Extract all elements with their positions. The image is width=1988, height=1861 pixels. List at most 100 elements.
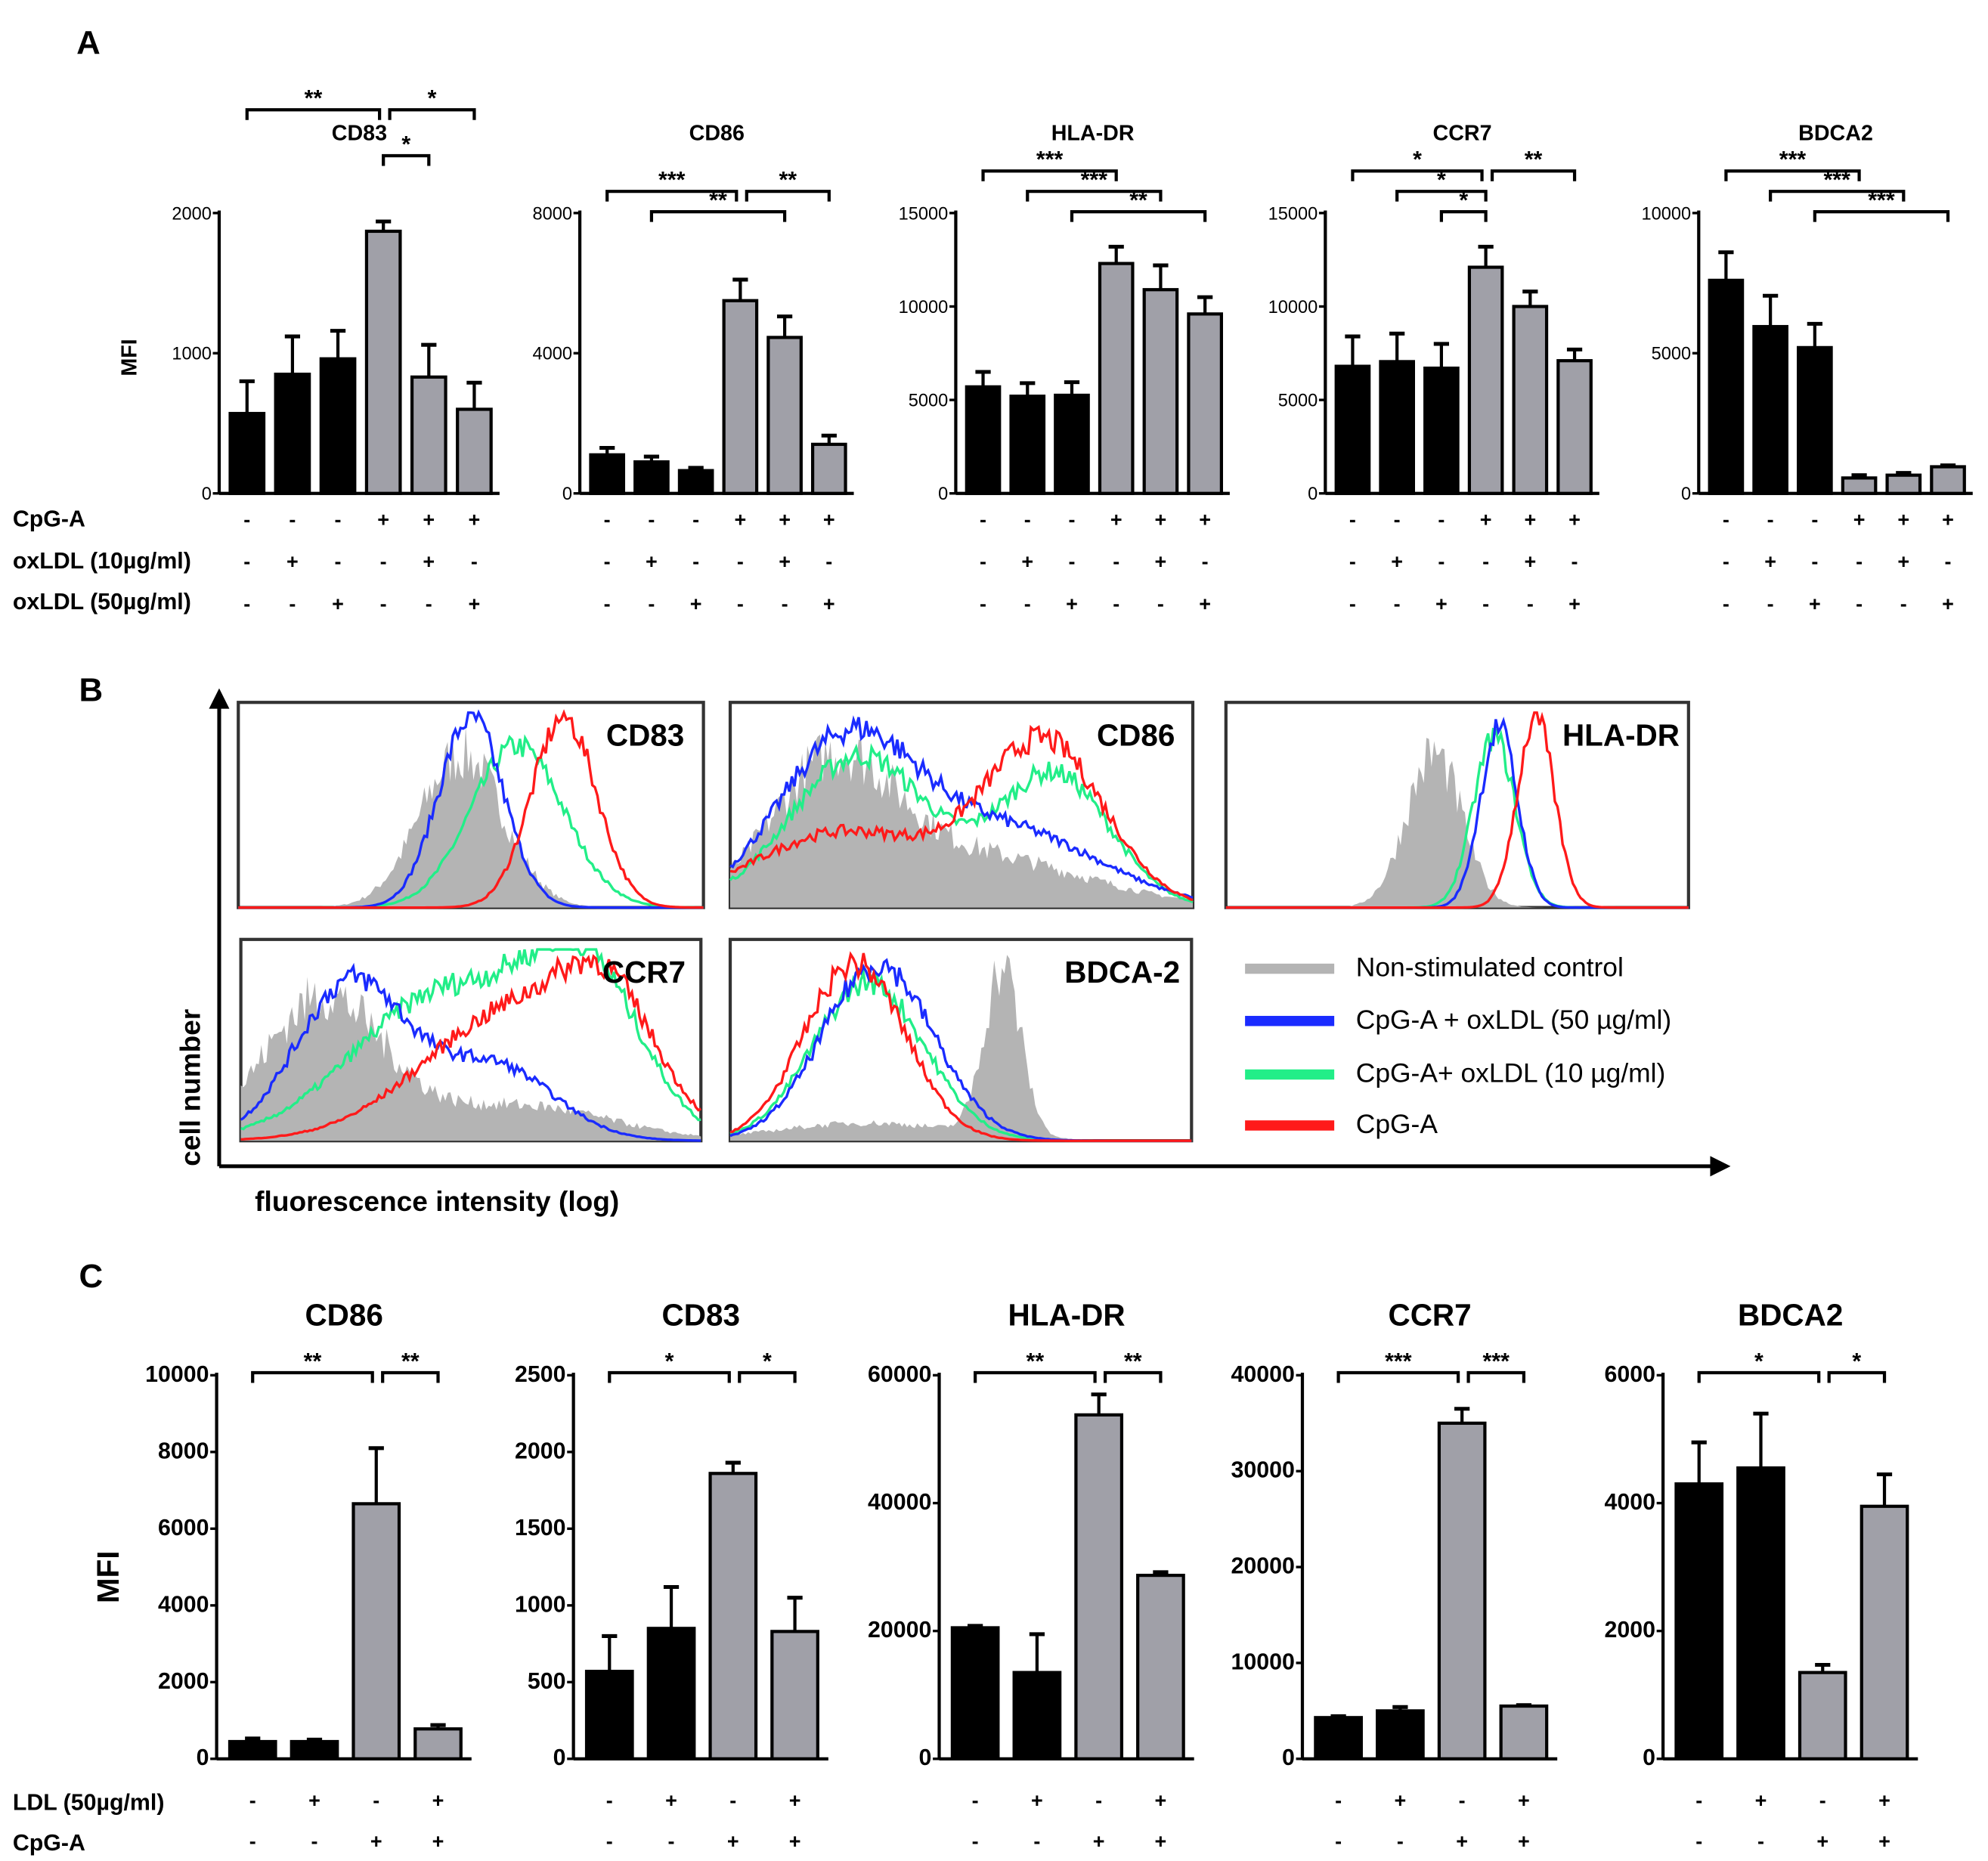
y-tick-label: 4000 xyxy=(1605,1490,1655,1515)
histogram-oxldl10 xyxy=(240,948,701,1131)
significance-label: ** xyxy=(709,188,727,213)
condition-sign: + xyxy=(370,1830,382,1853)
y-tick-label: 0 xyxy=(553,1745,566,1770)
significance-bracket xyxy=(1070,210,1207,222)
condition-sign: - xyxy=(1033,1830,1040,1853)
condition-sign: + xyxy=(1816,1830,1829,1853)
chart-title: CD83 xyxy=(662,1298,740,1333)
condition-sign: - xyxy=(1819,1789,1826,1812)
legend-swatch-control xyxy=(1245,963,1335,974)
condition-sign: - xyxy=(1856,593,1863,615)
condition-sign: - xyxy=(1438,509,1445,531)
condition-sign: - xyxy=(980,593,986,615)
bar xyxy=(1736,1466,1785,1760)
legend-swatch-oxldl50 xyxy=(1245,1015,1335,1026)
legend-label-cpga: CpG-A xyxy=(1356,1109,1438,1139)
bar xyxy=(1376,1709,1425,1760)
y-tick-label: 40000 xyxy=(1231,1362,1295,1387)
bar-chart-cd83: CD83 0 500 1000 1500 2000 2500 - - + - - + + + * * xyxy=(515,1298,828,1853)
x-arrowhead-icon xyxy=(1710,1156,1731,1177)
condition-sign: + xyxy=(1480,509,1492,531)
significance-bracket xyxy=(382,153,431,166)
panel-label-a: A xyxy=(76,24,101,61)
histogram-cd83: CD83 xyxy=(237,701,705,909)
condition-sign: - xyxy=(243,509,250,531)
bar xyxy=(1136,1573,1185,1760)
condition-sign: + xyxy=(432,1789,444,1812)
panel-b-ylabel: cell number xyxy=(175,1009,206,1166)
condition-sign: - xyxy=(1068,550,1075,573)
significance-label: *** xyxy=(1385,1349,1412,1374)
condition-sign: + xyxy=(1518,1830,1530,1853)
y-tick-label: 6000 xyxy=(1605,1362,1655,1387)
condition-sign: + xyxy=(1524,509,1536,531)
condition-sign: + xyxy=(1755,1789,1767,1812)
panel-b-xlabel: fluorescence intensity (log) xyxy=(255,1185,619,1217)
condition-sign: + xyxy=(1897,509,1909,531)
condition-sign: - xyxy=(1202,550,1209,573)
histogram-frame xyxy=(728,937,1194,1143)
significance-bracket xyxy=(1724,169,1861,181)
histogram-label: BDCA-2 xyxy=(1064,955,1180,989)
condition-sign: - xyxy=(972,1789,979,1812)
y-tick-label: 10000 xyxy=(145,1362,209,1387)
bar xyxy=(410,375,447,495)
y-tick-label: 0 xyxy=(1681,485,1691,504)
bar xyxy=(1012,1671,1062,1760)
condition-sign: - xyxy=(1695,1830,1702,1853)
histogram-cpga xyxy=(729,724,1194,902)
condition-sign: - xyxy=(1527,593,1534,615)
significance-label: ** xyxy=(304,1349,322,1374)
condition-sign: - xyxy=(1394,509,1401,531)
significance-label: ** xyxy=(1525,147,1543,172)
chart-title: BDCA2 xyxy=(1738,1298,1843,1333)
chart-title: HLA-DR xyxy=(1051,122,1135,146)
condition-sign: - xyxy=(373,1789,379,1812)
condition-sign: + xyxy=(690,593,702,615)
condition-sign: - xyxy=(1335,1830,1342,1853)
condition-sign: + xyxy=(1435,593,1448,615)
bar xyxy=(1334,364,1371,495)
condition-sign: + xyxy=(1518,1789,1530,1812)
bar xyxy=(319,357,357,495)
significance-bracket xyxy=(1490,169,1577,181)
bar xyxy=(1556,359,1593,495)
condition-sign: - xyxy=(1335,1789,1342,1812)
bar xyxy=(1752,324,1788,495)
significance-bracket xyxy=(1395,190,1488,202)
condition-sign: - xyxy=(471,550,478,573)
bar xyxy=(413,1727,463,1760)
significance-bracket xyxy=(1697,1370,1821,1383)
significance-bracket xyxy=(649,210,787,222)
bar xyxy=(584,1670,634,1760)
chart-title: BDCA2 xyxy=(1798,122,1873,146)
bar xyxy=(1512,305,1549,495)
condition-sign: - xyxy=(1572,550,1578,573)
significance-label: * xyxy=(1852,1349,1861,1374)
y-tick-label: 2000 xyxy=(1605,1618,1655,1643)
y-tick-label: 10000 xyxy=(899,298,949,317)
bar xyxy=(950,1626,1000,1760)
y-tick-label: 0 xyxy=(1643,1745,1655,1770)
condition-sign: - xyxy=(1349,593,1356,615)
condition-sign: + xyxy=(1942,509,1954,531)
y-tick-label: 0 xyxy=(1308,485,1318,504)
bar xyxy=(810,442,847,495)
condition-sign: - xyxy=(380,593,387,615)
condition-sign: + xyxy=(1391,550,1403,573)
condition-sign: - xyxy=(1767,593,1774,615)
significance-bracket xyxy=(981,169,1118,181)
condition-sign: - xyxy=(1459,1789,1466,1812)
histogram-ccr7: CCR7 xyxy=(239,937,703,1143)
y-tick-label: 5000 xyxy=(909,392,949,411)
bar xyxy=(965,385,1002,495)
condition-sign: - xyxy=(692,550,699,573)
significance-label: ** xyxy=(401,1349,420,1374)
significance-label: *** xyxy=(1868,188,1895,213)
condition-sign: + xyxy=(1110,509,1123,531)
bar xyxy=(1930,465,1966,495)
row-label-cpga: CpG-A xyxy=(13,507,85,532)
bar xyxy=(766,336,803,495)
